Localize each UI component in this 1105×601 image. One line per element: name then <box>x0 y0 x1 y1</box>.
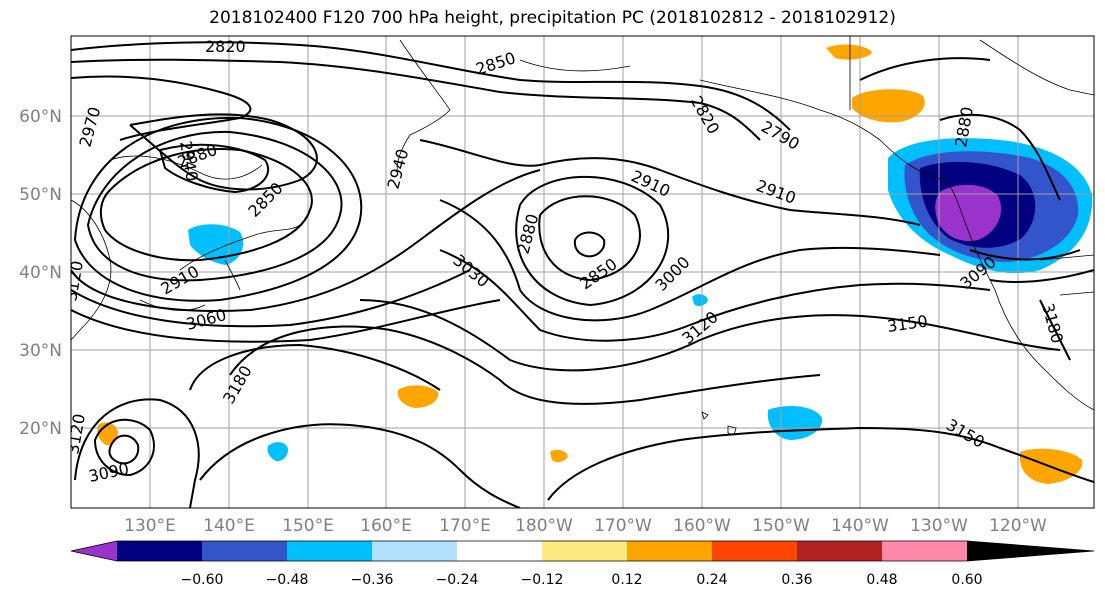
colorbar-tick-label: 0.48 <box>866 572 897 588</box>
lon-label: 130°E <box>124 516 176 536</box>
colorbar-segment <box>882 541 967 561</box>
colorbar-tick-label: 0.60 <box>951 572 982 588</box>
precip-blob-alaska-positive <box>852 89 925 123</box>
colorbar-right-arrow <box>967 541 1094 561</box>
lon-label: 160°W <box>673 516 731 536</box>
lon-label: 180°W <box>515 516 573 536</box>
precip-blob-small-positive <box>550 449 568 463</box>
colorbar-tick-label: 0.36 <box>781 572 812 588</box>
precip-blob-small-1 <box>267 442 288 462</box>
colorbar-segment <box>372 541 457 561</box>
lat-label: 20°N <box>19 419 62 439</box>
precip-blob-purple <box>935 184 1002 242</box>
colorbar: −0.60 −0.48 −0.36 −0.24 −0.12 0.12 0.24 … <box>70 540 1095 588</box>
lon-label: 140°W <box>831 516 889 536</box>
lon-label: 150°E <box>282 516 334 536</box>
lat-label: 60°N <box>19 107 62 127</box>
colorbar-tick-label: −0.36 <box>351 572 394 588</box>
lon-label: 170°E <box>439 516 491 536</box>
lat-label: 30°N <box>19 341 62 361</box>
longitude-labels: 130°E 140°E 150°E 160°E 170°E 180°W 170°… <box>124 516 1047 536</box>
colorbar-segment <box>712 541 797 561</box>
coastlines <box>71 36 1094 436</box>
colorbar-segment <box>117 541 202 561</box>
colorbar-segment <box>627 541 712 561</box>
colorbar-segment <box>202 541 287 561</box>
lon-label: 170°W <box>594 516 652 536</box>
colorbar-segment <box>457 541 542 561</box>
colorbar-segment <box>797 541 882 561</box>
colorbar-segment <box>542 541 627 561</box>
height-contours <box>71 41 1094 508</box>
map-title: 2018102400 F120 700 hPa height, precipit… <box>209 8 896 28</box>
colorbar-tick-label: −0.60 <box>181 572 224 588</box>
lon-label: 120°W <box>989 516 1047 536</box>
graticule <box>71 36 1094 508</box>
colorbar-segment <box>287 541 372 561</box>
map-frame <box>70 35 1095 509</box>
lat-label: 50°N <box>19 185 62 205</box>
colorbar-tick-label: 0.24 <box>696 572 727 588</box>
precip-blob-subtropic-positive <box>397 385 439 408</box>
colorbar-tick-label: −0.24 <box>436 572 479 588</box>
colorbar-outline <box>70 540 1095 562</box>
latitude-labels: 60°N 50°N 40°N 30°N 20°N <box>19 107 62 439</box>
lon-label: 150°W <box>752 516 810 536</box>
precip-blob-small-2 <box>692 294 708 307</box>
colorbar-tick-label: −0.48 <box>266 572 309 588</box>
lon-label: 160°E <box>360 516 412 536</box>
colorbar-tick-label: −0.12 <box>521 572 564 588</box>
colorbar-left-arrow <box>71 541 117 561</box>
colorbar-tick-label: 0.12 <box>611 572 642 588</box>
contour-label: 2820 <box>205 37 246 56</box>
lon-label: 140°E <box>203 516 255 536</box>
lat-label: 40°N <box>19 263 62 283</box>
lon-label: 130°W <box>910 516 968 536</box>
